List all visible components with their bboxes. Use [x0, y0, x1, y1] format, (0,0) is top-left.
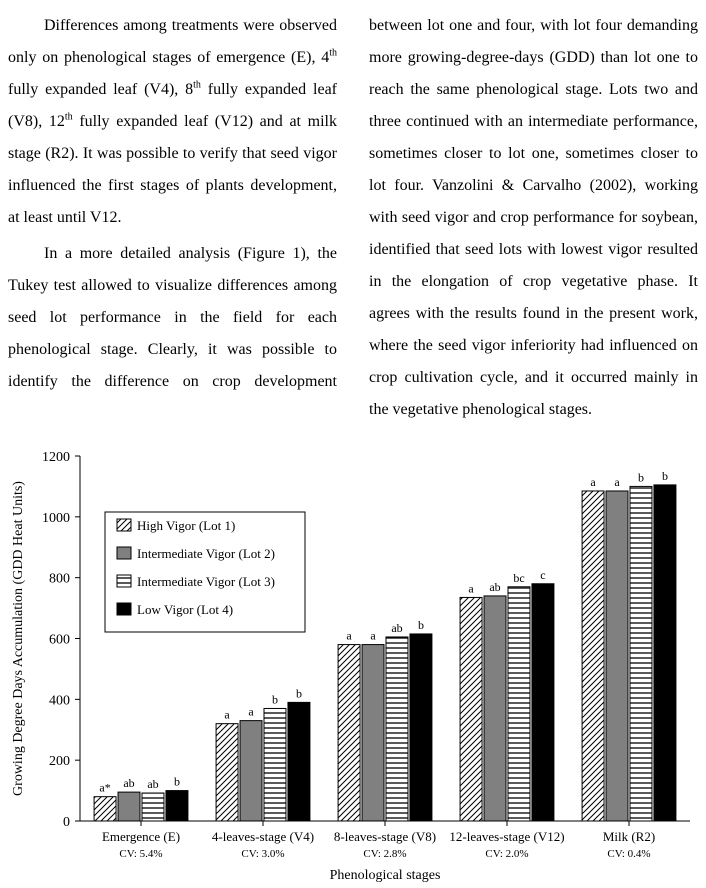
category-label: 12-leaves-stage (V12)	[449, 829, 564, 844]
bar-lot1	[216, 724, 238, 821]
bar-lot1	[460, 597, 482, 821]
bar-lot1	[338, 645, 360, 821]
legend-swatch	[117, 547, 131, 559]
legend-swatch	[117, 575, 131, 587]
bar-lot2	[606, 491, 628, 821]
bar-lot3	[508, 587, 530, 821]
tukey-letter: b	[174, 775, 180, 789]
bar-lot4	[410, 634, 432, 821]
tukey-letter: a	[248, 705, 254, 719]
paragraph-1: Differences among treatments were observ…	[8, 10, 337, 234]
category-label: 4-leaves-stage (V4)	[212, 829, 314, 844]
tukey-letter: b	[418, 618, 424, 632]
figure-1-chart: 0 200 400 600 800 1000 1200 Growing Degree Days…	[0, 436, 706, 888]
bar-lot2	[118, 792, 140, 821]
bar-lot1	[582, 491, 604, 821]
tukey-letter: a	[224, 708, 230, 722]
x-axis-title: Phenological stages	[330, 868, 441, 883]
y-tick-label: 600	[49, 633, 70, 648]
body-text-columns: Differences among treatments were observ…	[0, 0, 706, 420]
y-tick-label: 400	[49, 693, 70, 708]
legend-label: Intermediate Vigor (Lot 2)	[137, 546, 275, 561]
bar-lot4	[288, 702, 310, 821]
tukey-letter: a	[346, 629, 352, 643]
legend-label: Low Vigor (Lot 4)	[137, 602, 233, 617]
y-tick-label: 200	[49, 754, 70, 769]
tukey-letter: a	[614, 475, 620, 489]
tukey-letter: bc	[513, 571, 524, 585]
tukey-letter: a	[590, 475, 596, 489]
legend-swatch	[117, 603, 131, 615]
bar-lot3	[142, 793, 164, 821]
tukey-letter: ab	[147, 777, 158, 791]
cv-label: CV: 2.0%	[485, 848, 528, 860]
legend-swatch	[117, 519, 131, 531]
bar-lot1	[94, 797, 116, 821]
tukey-letter: ab	[391, 621, 402, 635]
bar-lot3	[386, 637, 408, 821]
tukey-letter: b	[296, 686, 302, 700]
legend-label: High Vigor (Lot 1)	[137, 518, 235, 533]
chart-svg: 0 200 400 600 800 1000 1200 Growing Degree Days…	[0, 436, 706, 888]
y-tick-label: 0	[63, 815, 70, 830]
y-axis-title: Growing Degree Days Accumulation (GDD He…	[11, 481, 26, 796]
y-tick-label: 800	[49, 572, 70, 587]
category-label: Milk (R2)	[603, 829, 655, 844]
tukey-letter: c	[540, 568, 545, 582]
legend-label: Intermediate Vigor (Lot 3)	[137, 574, 275, 589]
tukey-letter: b	[272, 692, 278, 706]
bar-lot4	[166, 791, 188, 821]
tukey-letter: b	[638, 470, 644, 484]
tukey-letter: a	[370, 629, 376, 643]
tukey-letter: ab	[123, 776, 134, 790]
cv-label: CV: 0.4%	[607, 848, 650, 860]
tukey-letter: a	[468, 581, 474, 595]
bar-lot3	[264, 708, 286, 821]
bar-lot3	[630, 486, 652, 821]
category-label: Emergence (E)	[102, 829, 180, 844]
bar-lot2	[240, 721, 262, 821]
bar-lot4	[654, 485, 676, 821]
category-label: 8-leaves-stage (V8)	[334, 829, 436, 844]
cv-label: CV: 5.4%	[119, 848, 162, 860]
bar-lot4	[532, 584, 554, 821]
tukey-letter: b	[662, 469, 668, 483]
cv-label: CV: 3.0%	[241, 848, 284, 860]
tukey-letter: ab	[489, 580, 500, 594]
bar-lot2	[362, 645, 384, 821]
cv-label: CV: 2.8%	[363, 848, 406, 860]
bar-lot2	[484, 596, 506, 821]
y-tick-label: 1200	[42, 450, 70, 465]
tukey-letter: a*	[99, 781, 110, 795]
y-tick-label: 1000	[42, 511, 70, 526]
